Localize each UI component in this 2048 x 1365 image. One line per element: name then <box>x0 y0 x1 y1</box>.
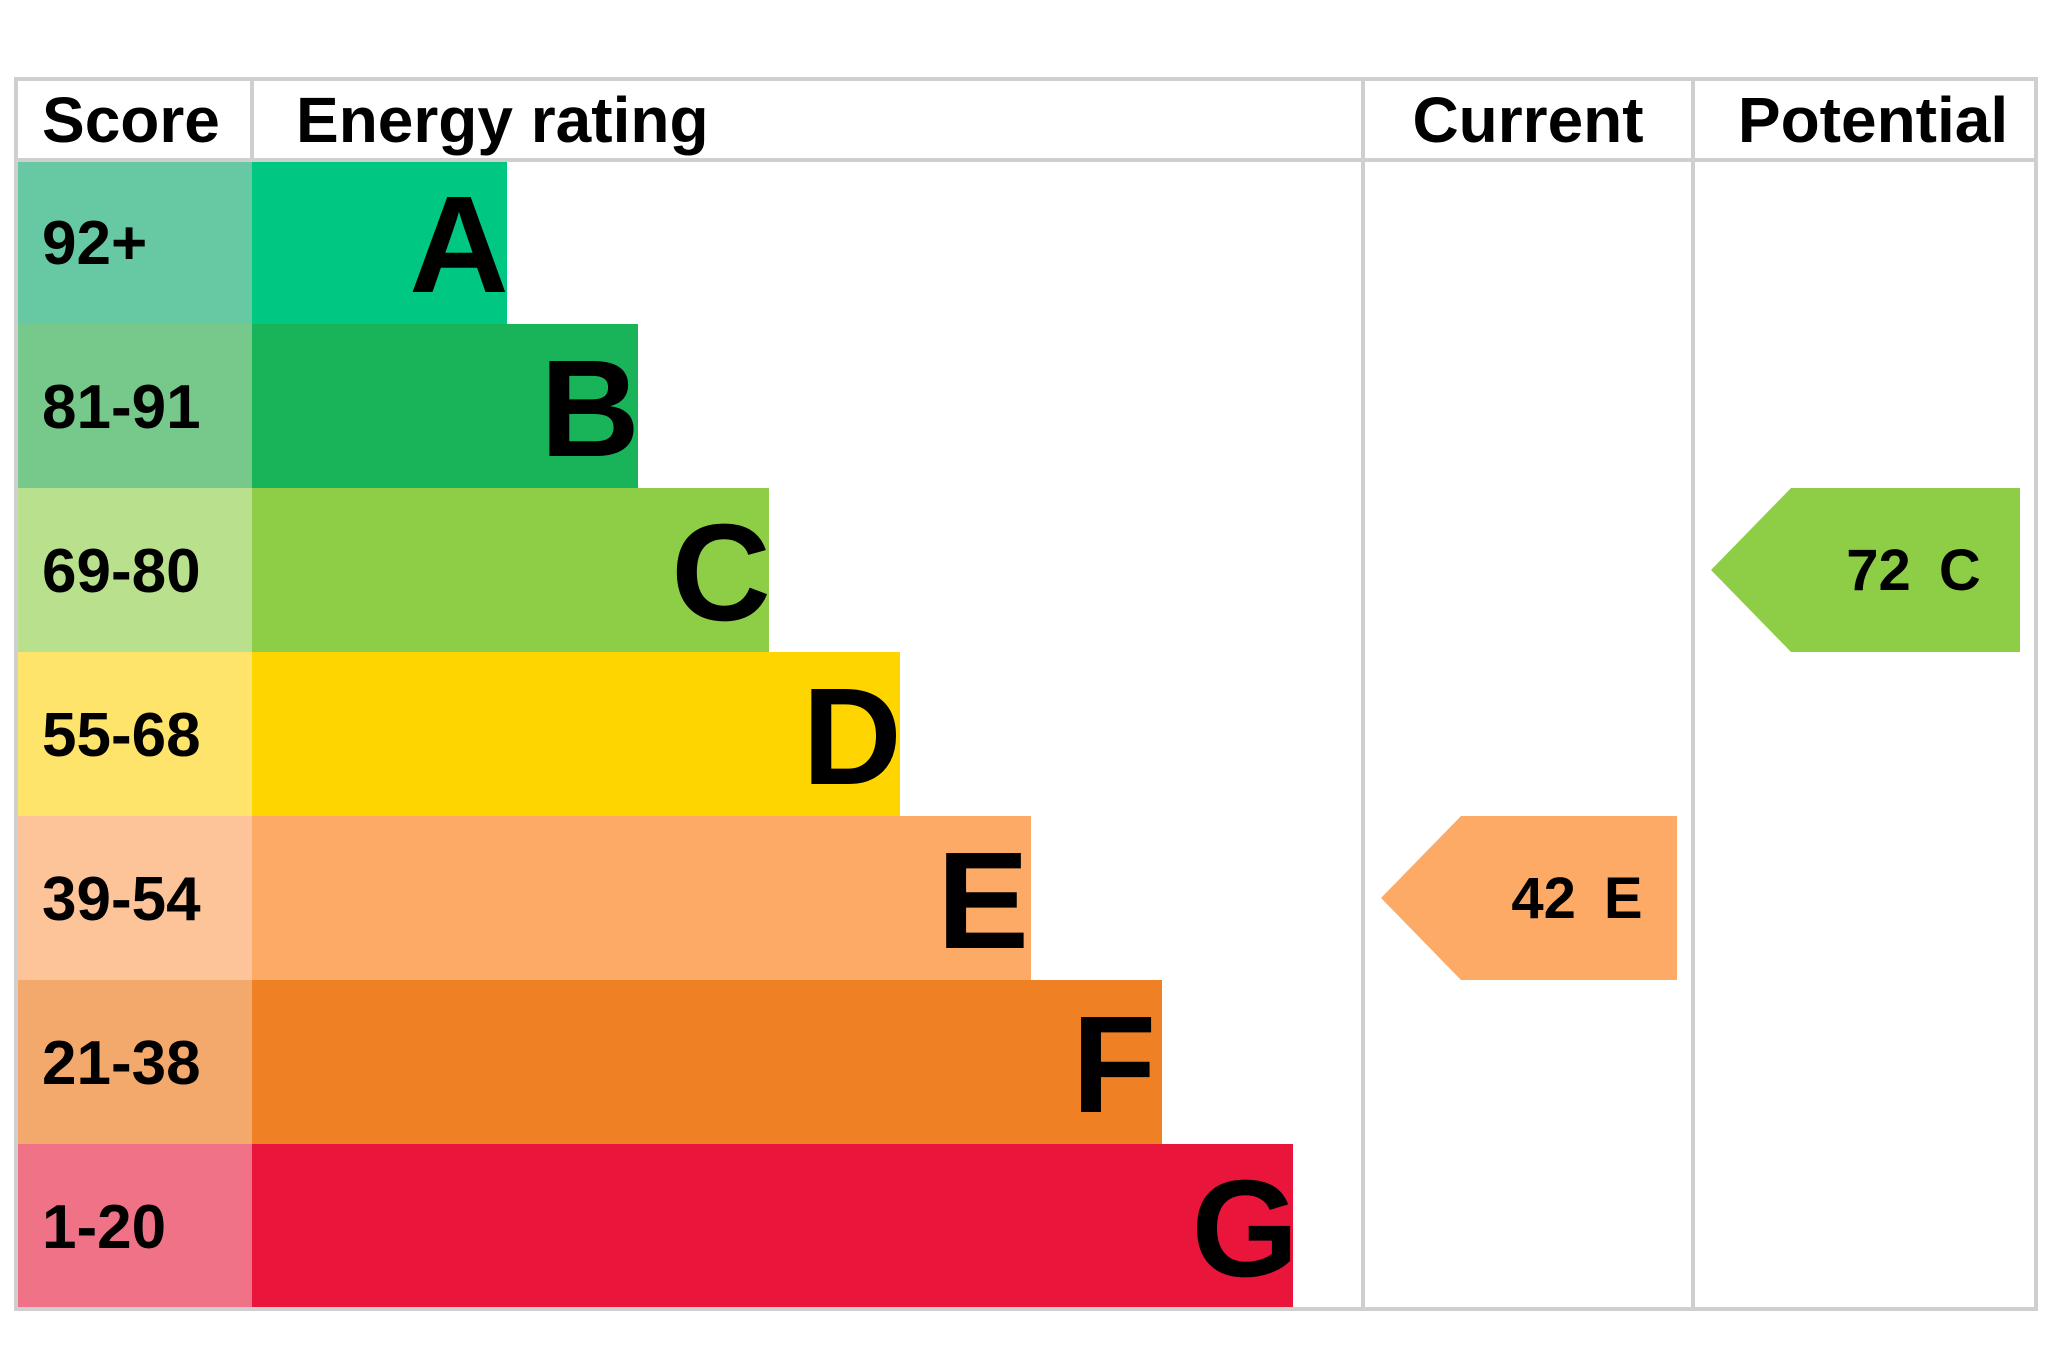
band-letter-d: D <box>802 660 902 814</box>
potential-arrow-label: 72 C <box>1846 538 1980 603</box>
band-bar-d <box>252 652 900 816</box>
band-a: 92+ A <box>16 160 509 324</box>
potential-rating-arrow: 72 C <box>1711 488 2020 652</box>
score-cell-f <box>16 980 252 1144</box>
band-bar-g <box>252 1144 1293 1308</box>
score-cell-e <box>16 816 252 980</box>
header-energy-rating: Energy rating <box>296 84 709 156</box>
band-f: 21-38 F <box>16 980 1162 1144</box>
score-label-c: 69-80 <box>42 537 201 606</box>
score-label-f: 21-38 <box>42 1029 201 1098</box>
band-letter-f: F <box>1072 988 1156 1142</box>
band-bar-a <box>252 160 507 324</box>
band-letter-b: B <box>540 332 640 486</box>
current-rating-arrow: 42 E <box>1381 816 1677 980</box>
score-cell-g <box>16 1144 252 1308</box>
current-arrow-label: 42 E <box>1511 866 1642 931</box>
current-arrow-shape <box>1381 816 1677 980</box>
table-border <box>14 77 2038 1311</box>
score-label-g: 1-20 <box>42 1193 166 1262</box>
band-g: 1-20 G <box>16 1144 1299 1308</box>
score-cell-c <box>16 488 252 652</box>
band-letter-c: C <box>671 496 771 650</box>
band-letter-g: G <box>1191 1152 1298 1306</box>
band-bar-e <box>252 816 1031 980</box>
band-c: 69-80 C <box>16 488 771 652</box>
band-letter-a: A <box>409 168 509 322</box>
rating-bands: 92+ A 81-91 B 69-80 C 55-68 D 39-54 E 21-38 F 1-20 G <box>16 160 1299 1308</box>
band-bar-f <box>252 980 1162 1144</box>
current-value: 42 <box>1511 866 1576 931</box>
potential-value: 72 <box>1846 538 1911 603</box>
score-label-d: 55-68 <box>42 701 201 770</box>
band-e: 39-54 E <box>16 816 1031 980</box>
score-cell-d <box>16 652 252 816</box>
band-bar-c <box>252 488 769 652</box>
potential-arrow-shape <box>1711 488 2020 652</box>
band-bar-b <box>252 324 638 488</box>
score-label-b: 81-91 <box>42 373 201 442</box>
score-label-a: 92+ <box>42 209 147 278</box>
header-potential: Potential <box>1738 84 2008 156</box>
score-cell-b <box>16 324 252 488</box>
band-letter-e: E <box>937 824 1029 978</box>
potential-band: C <box>1939 538 1981 603</box>
score-label-e: 39-54 <box>42 865 201 934</box>
rating-arrows: 42 E 72 C <box>1381 488 2020 980</box>
table-grid <box>14 77 2038 1311</box>
header-score: Score <box>42 84 220 156</box>
band-b: 81-91 B <box>16 324 640 488</box>
score-cell-a <box>16 160 252 324</box>
current-band: E <box>1604 866 1643 931</box>
header-current: Current <box>1412 84 1643 156</box>
band-d: 55-68 D <box>16 652 902 816</box>
